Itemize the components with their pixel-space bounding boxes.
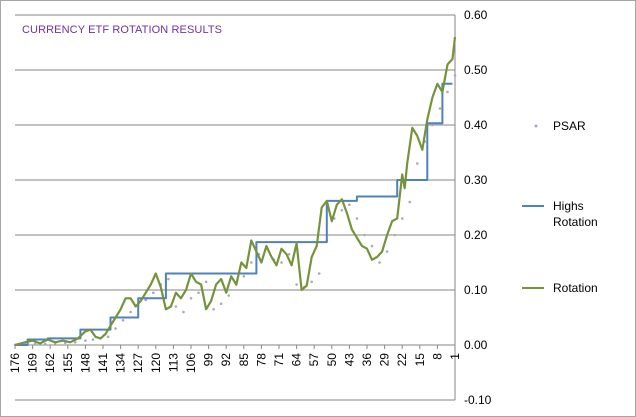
psar-point [317,272,321,275]
psar-point [446,90,449,94]
psar-point [378,261,381,264]
psar-point [400,217,404,220]
y-tick-label: -0.10 [464,393,492,407]
y-tick-label: 0.00 [464,338,488,352]
x-tick-label: 1 [448,353,462,360]
legend-marker [534,124,538,128]
x-tick-label: 106 [184,353,198,373]
x-tick-label: 78 [254,353,268,367]
x-tick-label: 134 [114,353,128,373]
x-tick-label: 8 [430,353,444,360]
psar-point [385,250,389,253]
y-tick-label: 0.30 [464,173,488,187]
psar-point [340,208,344,212]
psar-point [363,233,366,237]
psar-point [151,291,155,295]
legend-item: Rotation [522,281,598,295]
x-tick-label: 92 [219,353,233,367]
psar-point [453,74,457,77]
legend: PSAR Highs Rotation Rotation [522,119,598,295]
psar-point [219,302,223,306]
psar-point [370,244,374,248]
psar-point [212,307,215,311]
series-highs-rotation [15,82,453,346]
x-tick-label: 22 [395,353,409,367]
psar-point [348,203,351,207]
psar-point [167,277,170,281]
psar-point [415,162,419,165]
psar-point [84,339,87,342]
y-tick-label: 0.10 [464,283,488,297]
psar-point [204,280,208,284]
x-tick-label: 50 [325,353,339,367]
x-tick-label: 162 [43,353,57,373]
psar-point [33,342,37,346]
chart-title: CURRENCY ETF ROTATION RESULTS [22,24,223,36]
psar-point [106,335,110,339]
series-line [15,82,453,346]
psar-point [74,340,77,344]
legend-label: PSAR [553,119,586,133]
grid-lines [15,14,455,401]
y-tick-label: 0.20 [464,228,488,242]
psar-point [121,318,125,322]
y-tick-label: 0.60 [464,8,488,22]
series-psar [13,74,457,347]
x-tick-label: 113 [166,353,180,372]
legend-label: Rotation [553,215,598,229]
x-tick-label: 85 [237,353,251,367]
psar-point [250,261,253,264]
series-line [14,36,457,347]
psar-point [114,327,117,330]
psar-point [242,274,246,278]
psar-point [182,310,185,314]
legend-item: Highs Rotation [522,199,598,229]
psar-point [355,217,359,220]
x-tick-label: 43 [342,353,356,367]
series-layer [13,36,457,347]
y-tick-label: 0.40 [464,118,488,132]
x-tick-label: 141 [96,353,110,373]
legend-item: PSAR [534,119,586,133]
psar-point [227,294,231,297]
psar-point [393,233,396,237]
psar-point [408,200,412,204]
psar-point [197,291,200,295]
series-rotation [14,36,457,347]
x-tick-label: 148 [78,353,92,373]
x-tick-label: 36 [360,353,374,367]
x-tick-label: 99 [202,353,216,367]
x-tick-label: 71 [272,353,286,367]
x-tick-label: 127 [131,353,145,373]
legend-label: Rotation [553,281,598,295]
x-tick-label: 64 [290,353,304,367]
psar-point [280,261,283,264]
x-tick-label: 29 [378,353,392,367]
psar-point [438,107,442,110]
legend-label: Highs [553,199,584,213]
psar-point [174,305,178,308]
x-tick-label: 176 [8,353,22,373]
x-tick-label: 57 [307,353,321,367]
psar-point [189,296,193,300]
psar-point [431,123,434,127]
psar-point [295,283,298,286]
psar-point [287,252,291,256]
y-tick-label: 0.50 [464,63,488,77]
x-tick-label: 155 [61,353,75,373]
x-tick-label: 120 [149,353,163,373]
psar-point [310,280,313,284]
psar-point [91,338,95,341]
x-tick-label: 15 [413,353,427,367]
psar-point [129,310,132,314]
psar-point [43,342,47,346]
x-tick-label: 169 [26,353,40,373]
